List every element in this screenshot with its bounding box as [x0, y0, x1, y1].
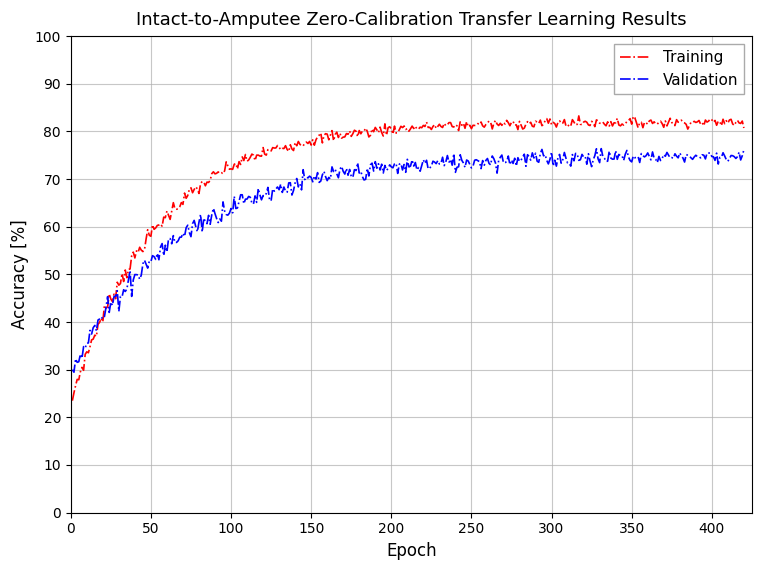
- Training: [292, 142, 301, 149]
- Training: [90, 332, 99, 339]
- Title: Intact-to-Amputee Zero-Calibration Transfer Learning Results: Intact-to-Amputee Zero-Calibration Trans…: [136, 11, 687, 29]
- Legend: Training, Validation: Training, Validation: [613, 44, 744, 94]
- Validation: [69, 369, 79, 376]
- Training: [368, 126, 377, 132]
- Training: [623, 118, 632, 125]
- Y-axis label: Accuracy [%]: Accuracy [%]: [11, 219, 29, 329]
- Validation: [739, 146, 749, 153]
- Validation: [597, 145, 606, 152]
- Validation: [294, 183, 303, 190]
- Training: [739, 124, 749, 131]
- Training: [68, 397, 77, 404]
- Validation: [369, 168, 378, 175]
- Validation: [92, 327, 101, 334]
- Line: Training: Training: [72, 116, 744, 401]
- Training: [400, 123, 409, 130]
- Validation: [713, 160, 723, 167]
- Training: [712, 122, 721, 128]
- Validation: [401, 169, 410, 176]
- Validation: [68, 366, 77, 373]
- Line: Validation: Validation: [72, 148, 744, 372]
- Training: [575, 112, 584, 119]
- X-axis label: Epoch: Epoch: [386, 542, 436, 560]
- Validation: [624, 154, 633, 160]
